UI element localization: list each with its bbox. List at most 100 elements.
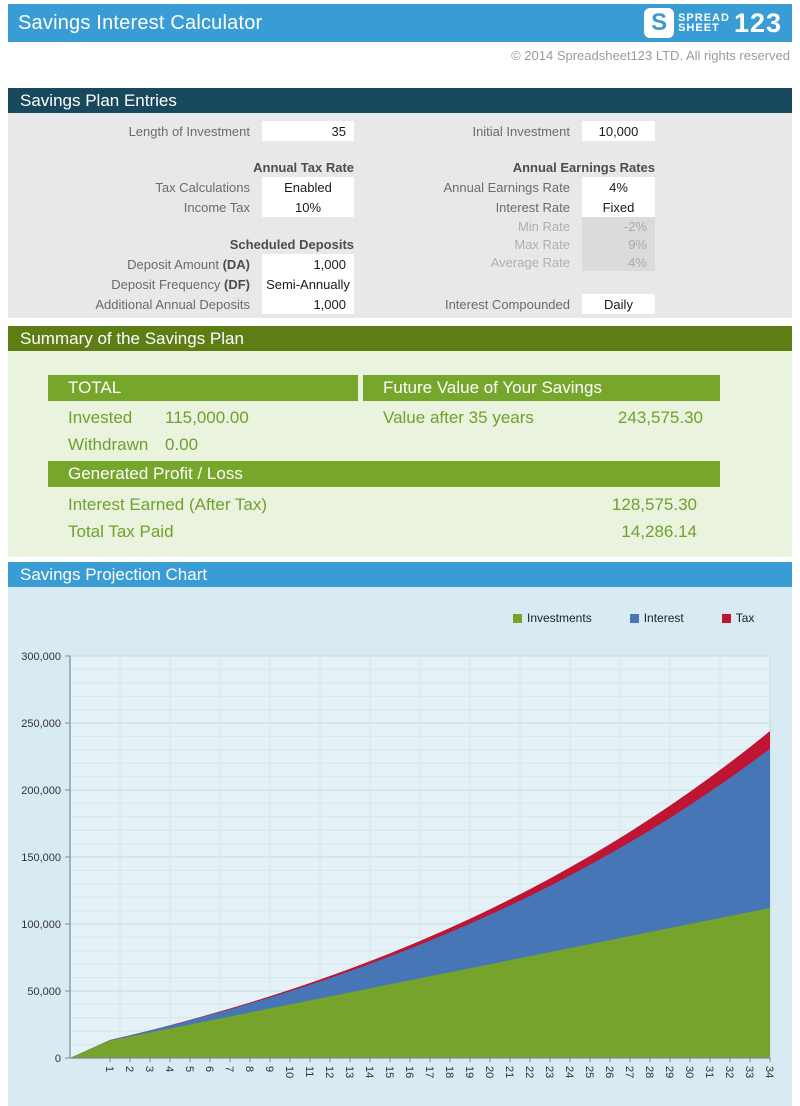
deposit-frequency-label: Deposit Frequency (DF) bbox=[111, 276, 250, 292]
row-income-tax: Income Tax 10% bbox=[8, 197, 354, 217]
legend-item-interest: Interest bbox=[629, 611, 684, 625]
generated-profit-header-bar: Generated Profit / Loss bbox=[48, 461, 720, 487]
section-header-entries: Savings Plan Entries bbox=[8, 88, 792, 113]
legend-label: Investments bbox=[527, 611, 592, 625]
interest-compounded-label: Interest Compounded bbox=[444, 296, 570, 312]
row-interest-compounded: Interest Compounded Daily bbox=[392, 294, 655, 314]
scheduled-deposits-header: Scheduled Deposits bbox=[229, 236, 354, 252]
logo-line1: SPREAD bbox=[678, 12, 730, 24]
deposit-amount-label: Deposit Amount (DA) bbox=[127, 256, 250, 272]
row-tax-calculations: Tax Calculations Enabled bbox=[8, 177, 354, 197]
svg-text:100,000: 100,000 bbox=[21, 919, 61, 931]
interest-earned-label: Interest Earned (After Tax) bbox=[68, 495, 268, 514]
legend-item-tax: Tax bbox=[721, 611, 755, 625]
svg-text:33: 33 bbox=[743, 1066, 755, 1078]
length-of-investment-label: Length of Investment bbox=[128, 123, 250, 139]
interest-compounded-field[interactable]: Daily bbox=[582, 294, 655, 314]
entries-right-column: Initial Investment 10,000 Annual Earning… bbox=[392, 113, 655, 314]
svg-text:27: 27 bbox=[623, 1066, 635, 1078]
chart-legend: Investments Interest Tax bbox=[513, 611, 754, 625]
future-value-header-bar: Future Value of Your Savings bbox=[363, 375, 720, 401]
svg-text:21: 21 bbox=[503, 1066, 515, 1078]
total-header-bar: TOTAL bbox=[48, 375, 358, 401]
tax-calculations-field[interactable]: Enabled bbox=[262, 177, 354, 197]
annual-earnings-rate-field[interactable]: 4% bbox=[582, 177, 655, 197]
svg-text:2: 2 bbox=[123, 1066, 135, 1072]
income-tax-field[interactable]: 10% bbox=[262, 197, 354, 217]
legend-label: Interest bbox=[643, 611, 684, 625]
withdrawn-value: 0.00 bbox=[165, 435, 199, 454]
additional-deposits-field[interactable]: 1,000 bbox=[262, 294, 354, 314]
svg-text:29: 29 bbox=[663, 1066, 675, 1078]
legend-item-investments: Investments bbox=[513, 611, 592, 625]
row-min-rate: Min Rate -2% bbox=[392, 217, 655, 235]
deposit-frequency-field[interactable]: Semi-Annually bbox=[262, 274, 354, 294]
row-deposit-amount: Deposit Amount (DA) 1,000 bbox=[8, 254, 354, 274]
scheduled-deposits-header-row: Scheduled Deposits bbox=[8, 234, 354, 254]
interest-rate-field[interactable]: Fixed bbox=[582, 197, 655, 217]
legend-swatch-icon bbox=[629, 613, 639, 623]
copyright-text: © 2014 Spreadsheet123 LTD. All rights re… bbox=[511, 48, 790, 63]
spreadsheet123-logo: S SPREAD SHEET 123 bbox=[644, 8, 792, 39]
income-tax-label: Income Tax bbox=[183, 199, 250, 215]
svg-text:15: 15 bbox=[383, 1066, 395, 1078]
row-deposit-frequency: Deposit Frequency (DF) Semi-Annually bbox=[8, 274, 354, 294]
row-average-rate: Average Rate 4% bbox=[392, 253, 655, 271]
savings-projection-chart: 0 50,000 100,000 150,000 200,000 250,000 300,0… bbox=[21, 651, 775, 1078]
section-header-summary: Summary of the Savings Plan bbox=[8, 326, 792, 351]
svg-text:25: 25 bbox=[583, 1066, 595, 1078]
summary-panel: TOTAL Future Value of Your Savings Inves… bbox=[8, 351, 792, 557]
future-value-value: 243,575.30 bbox=[617, 408, 703, 427]
section-header-chart: Savings Projection Chart bbox=[8, 562, 792, 587]
initial-investment-label: Initial Investment bbox=[472, 123, 570, 139]
svg-text:24: 24 bbox=[563, 1066, 575, 1078]
tax-paid-value: 14,286.14 bbox=[621, 522, 697, 541]
svg-text:200,000: 200,000 bbox=[21, 785, 61, 797]
row-length-of-investment: Length of Investment 35 bbox=[8, 121, 354, 141]
svg-text:1: 1 bbox=[103, 1066, 115, 1072]
deposit-amount-field[interactable]: 1,000 bbox=[262, 254, 354, 274]
logo-number: 123 bbox=[733, 7, 782, 38]
row-additional-deposits: Additional Annual Deposits 1,000 bbox=[8, 294, 354, 314]
svg-text:0: 0 bbox=[55, 1053, 61, 1065]
svg-text:3: 3 bbox=[143, 1066, 155, 1072]
chart-panel: Investments Interest Tax 0 50,000 100,000 150… bbox=[8, 587, 792, 1106]
svg-text:9: 9 bbox=[263, 1066, 275, 1072]
svg-text:22: 22 bbox=[523, 1066, 535, 1078]
min-rate-field: -2% bbox=[582, 217, 655, 235]
app-header: Savings Interest Calculator S SPREAD SHE… bbox=[8, 4, 792, 42]
legend-swatch-icon bbox=[721, 613, 731, 623]
row-initial-investment: Initial Investment 10,000 bbox=[392, 121, 655, 141]
svg-text:300,000: 300,000 bbox=[21, 651, 61, 663]
additional-deposits-label: Additional Annual Deposits bbox=[95, 296, 250, 312]
annual-tax-rate-header: Annual Tax Rate bbox=[253, 159, 354, 175]
svg-text:34: 34 bbox=[763, 1066, 775, 1078]
tax-calculations-label: Tax Calculations bbox=[155, 179, 250, 195]
svg-text:32: 32 bbox=[723, 1066, 735, 1078]
initial-investment-field[interactable]: 10,000 bbox=[582, 121, 655, 141]
svg-text:23: 23 bbox=[543, 1066, 555, 1078]
svg-text:31: 31 bbox=[703, 1066, 715, 1078]
svg-text:17: 17 bbox=[423, 1066, 435, 1078]
tax-paid-label: Total Tax Paid bbox=[68, 522, 174, 541]
row-annual-earnings-rate: Annual Earnings Rate 4% bbox=[392, 177, 655, 197]
annual-earnings-rates-header-row: Annual Earnings Rates bbox=[392, 157, 655, 177]
page-title: Savings Interest Calculator bbox=[18, 11, 263, 34]
invested-label: Invested bbox=[68, 408, 133, 427]
svg-text:4: 4 bbox=[163, 1066, 175, 1072]
row-max-rate: Max Rate 9% bbox=[392, 235, 655, 253]
logo-line2: SHEET bbox=[678, 22, 720, 34]
svg-text:7: 7 bbox=[223, 1066, 235, 1072]
svg-text:16: 16 bbox=[403, 1066, 415, 1078]
svg-text:10: 10 bbox=[283, 1066, 295, 1078]
svg-text:12: 12 bbox=[323, 1066, 335, 1078]
annual-tax-rate-header-row: Annual Tax Rate bbox=[8, 157, 354, 177]
svg-text:11: 11 bbox=[303, 1066, 315, 1077]
svg-text:19: 19 bbox=[463, 1066, 475, 1078]
svg-text:18: 18 bbox=[443, 1066, 455, 1078]
svg-text:150,000: 150,000 bbox=[21, 852, 61, 864]
length-of-investment-field[interactable]: 35 bbox=[262, 121, 354, 141]
legend-label: Tax bbox=[735, 611, 755, 625]
max-rate-field: 9% bbox=[582, 235, 655, 253]
svg-text:20: 20 bbox=[483, 1066, 495, 1078]
